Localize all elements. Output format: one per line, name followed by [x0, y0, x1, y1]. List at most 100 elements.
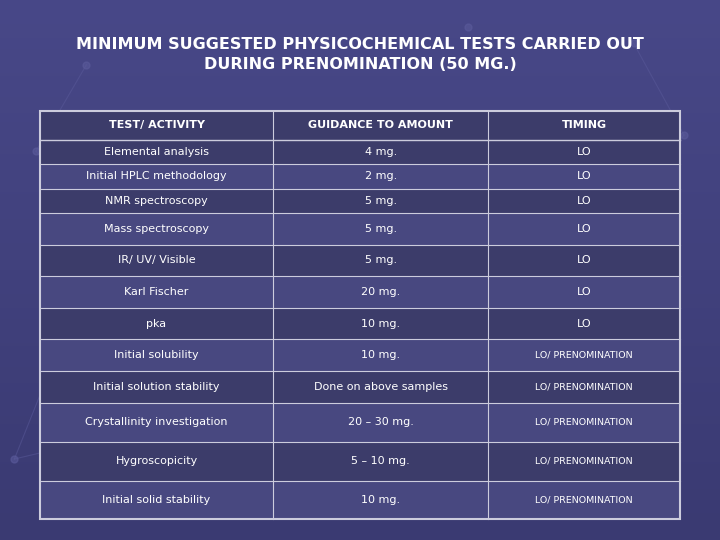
- Bar: [0, 446, 720, 448]
- Bar: [0, 8, 720, 11]
- Bar: [0, 472, 720, 475]
- Bar: [0, 108, 720, 111]
- Bar: [0, 435, 720, 437]
- Bar: [40, 371, 680, 403]
- Bar: [0, 327, 720, 329]
- Bar: [0, 275, 720, 278]
- Bar: [0, 462, 720, 464]
- Bar: [0, 321, 720, 324]
- Bar: [40, 481, 680, 519]
- Bar: [0, 526, 720, 529]
- Bar: [0, 116, 720, 119]
- Bar: [40, 140, 680, 164]
- Bar: [0, 313, 720, 316]
- Text: Karl Fischer: Karl Fischer: [125, 287, 189, 297]
- Bar: [0, 289, 720, 292]
- Bar: [0, 62, 720, 65]
- Bar: [0, 216, 720, 219]
- Bar: [0, 54, 720, 57]
- Bar: [0, 432, 720, 435]
- Bar: [0, 230, 720, 232]
- Bar: [0, 194, 720, 197]
- Bar: [0, 16, 720, 19]
- Bar: [0, 38, 720, 40]
- Bar: [0, 281, 720, 284]
- Bar: [0, 57, 720, 59]
- Text: 5 – 10 mg.: 5 – 10 mg.: [351, 456, 410, 466]
- Bar: [0, 30, 720, 32]
- Bar: [0, 73, 720, 76]
- Bar: [0, 94, 720, 97]
- Bar: [0, 197, 720, 200]
- Bar: [0, 122, 720, 124]
- Bar: [0, 497, 720, 500]
- Bar: [0, 532, 720, 535]
- Bar: [0, 343, 720, 346]
- Bar: [0, 400, 720, 402]
- Text: Crystallinity investigation: Crystallinity investigation: [85, 417, 228, 427]
- Bar: [0, 278, 720, 281]
- Bar: [0, 159, 720, 162]
- Bar: [0, 383, 720, 386]
- Bar: [0, 143, 720, 146]
- Bar: [0, 294, 720, 297]
- Bar: [0, 14, 720, 16]
- Bar: [0, 467, 720, 470]
- Bar: [0, 211, 720, 213]
- Bar: [0, 162, 720, 165]
- Bar: [0, 367, 720, 370]
- Bar: [0, 397, 720, 400]
- Bar: [0, 500, 720, 502]
- Bar: [40, 340, 680, 371]
- Bar: [0, 429, 720, 432]
- Text: LO: LO: [577, 255, 592, 265]
- Bar: [0, 305, 720, 308]
- Bar: [0, 65, 720, 68]
- Bar: [40, 442, 680, 481]
- Text: Initial HPLC methodology: Initial HPLC methodology: [86, 171, 227, 181]
- Bar: [0, 340, 720, 343]
- Bar: [0, 319, 720, 321]
- Bar: [0, 437, 720, 440]
- Bar: [0, 348, 720, 351]
- Bar: [0, 24, 720, 27]
- Bar: [0, 86, 720, 89]
- Text: pka: pka: [146, 319, 166, 329]
- Bar: [0, 35, 720, 38]
- Bar: [0, 424, 720, 427]
- Text: LO: LO: [577, 171, 592, 181]
- Bar: [0, 518, 720, 521]
- Text: 10 mg.: 10 mg.: [361, 495, 400, 505]
- Bar: [0, 413, 720, 416]
- Bar: [0, 418, 720, 421]
- Bar: [0, 3, 720, 5]
- Bar: [0, 243, 720, 246]
- Bar: [0, 146, 720, 148]
- Bar: [0, 324, 720, 327]
- Bar: [0, 502, 720, 505]
- Bar: [0, 22, 720, 24]
- Bar: [0, 483, 720, 486]
- Bar: [0, 486, 720, 489]
- Bar: [0, 97, 720, 100]
- Bar: [0, 346, 720, 348]
- Bar: [0, 208, 720, 211]
- Bar: [0, 251, 720, 254]
- Text: 5 mg.: 5 mg.: [365, 195, 397, 206]
- Bar: [0, 51, 720, 54]
- Bar: [40, 213, 680, 245]
- Bar: [0, 284, 720, 286]
- Text: TEST/ ACTIVITY: TEST/ ACTIVITY: [109, 120, 204, 130]
- Bar: [0, 213, 720, 216]
- Bar: [0, 416, 720, 418]
- Bar: [0, 464, 720, 467]
- Text: Mass spectroscopy: Mass spectroscopy: [104, 224, 209, 234]
- Bar: [0, 491, 720, 494]
- Bar: [0, 170, 720, 173]
- Bar: [0, 132, 720, 135]
- Text: 10 mg.: 10 mg.: [361, 350, 400, 360]
- Text: LO: LO: [577, 319, 592, 329]
- Bar: [0, 375, 720, 378]
- Bar: [0, 240, 720, 243]
- Bar: [0, 516, 720, 518]
